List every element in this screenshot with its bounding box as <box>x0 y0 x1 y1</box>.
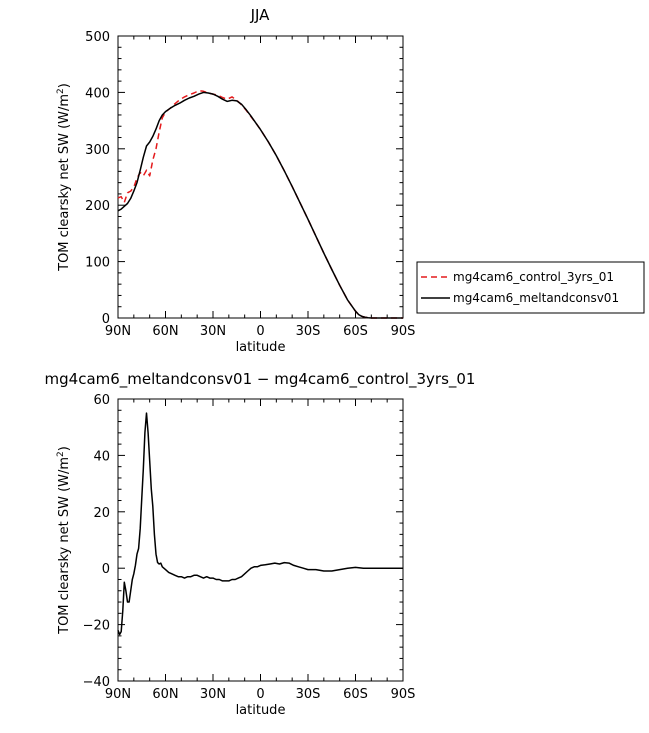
plot-frame <box>117 398 404 682</box>
x-tick-label: 60S <box>343 324 368 339</box>
series-line-control <box>117 89 403 319</box>
top-chart-title: JJA <box>250 6 271 24</box>
x-axis-title: latitude <box>236 340 286 355</box>
y-tick-label: 0 <box>102 562 110 577</box>
x-tick-label: 90N <box>105 687 131 702</box>
y-tick-label: 40 <box>93 449 110 464</box>
x-tick-label: 30S <box>296 324 321 339</box>
plot-frame <box>117 35 404 319</box>
series-line-meltandconsv <box>117 91 403 319</box>
x-tick-label: 90S <box>391 324 416 339</box>
y-tick-label: 300 <box>85 143 110 158</box>
x-tick-label: 60N <box>152 687 178 702</box>
x-tick-label: 30N <box>200 324 226 339</box>
legend-label-meltandconsv: mg4cam6_meltandconsv01 <box>453 291 619 305</box>
legend: mg4cam6_control_3yrs_01 mg4cam6_meltandc… <box>416 261 645 314</box>
top-line-chart: 90N 60N 30N 0 30S 60S 90S 0 100 200 300 400 500 latit… <box>56 30 415 355</box>
x-tick-label: 30S <box>296 687 321 702</box>
y-tick-label: 60 <box>93 393 110 408</box>
x-tick-label: 60N <box>152 324 178 339</box>
x-tick-label: 90S <box>391 687 416 702</box>
x-tick-label: 0 <box>256 687 264 702</box>
y-tick-label: −40 <box>83 675 110 690</box>
y-tick-label: −20 <box>83 619 110 634</box>
y-tick-label: 500 <box>85 30 110 45</box>
difference-line-chart: 90N 60N 30N 0 30S 60S 90S −40 −20 0 20 40 60 latitude… <box>56 393 415 718</box>
y-tick-label: 100 <box>85 256 110 271</box>
y-tick-label: 200 <box>85 199 110 214</box>
y-axis-title: TOM clearsky net SW (W/m2) <box>56 446 72 635</box>
y-tick-label: 0 <box>102 312 110 327</box>
legend-label-control: mg4cam6_control_3yrs_01 <box>453 270 614 284</box>
bottom-chart-title: mg4cam6_meltandconsv01 − mg4cam6_control… <box>45 370 476 389</box>
y-axis-title: TOM clearsky net SW (W/m2) <box>56 83 72 272</box>
legend-box <box>416 261 645 314</box>
y-tick-label: 20 <box>93 506 110 521</box>
x-tick-label: 60S <box>343 687 368 702</box>
y-tick-label: 400 <box>85 86 110 101</box>
x-tick-label: 30N <box>200 687 226 702</box>
x-tick-label: 0 <box>256 324 264 339</box>
x-tick-label: 90N <box>105 324 131 339</box>
x-axis-title: latitude <box>236 703 286 718</box>
series-line-difference <box>117 412 403 636</box>
